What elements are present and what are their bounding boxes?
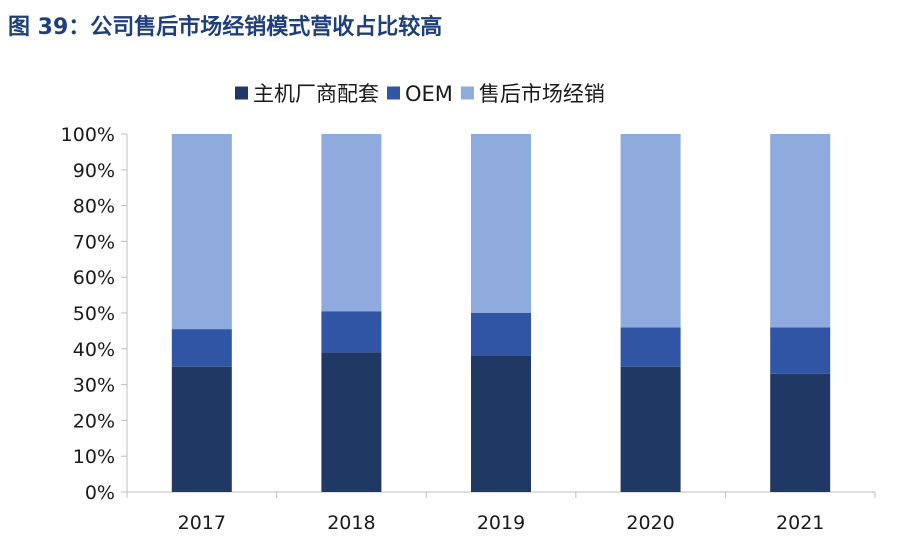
- y-tick-label: 10%: [73, 446, 115, 468]
- bar-segment-2021-1: [770, 327, 831, 374]
- bar-segment-2021-2: [770, 134, 831, 328]
- bar-segment-2018-0: [321, 352, 382, 492]
- chart-legend: 主机厂商配套 OEM 售后市场经销: [235, 82, 605, 106]
- legend-item-2: 售后市场经销: [460, 82, 605, 106]
- bar-segment-2020-1: [620, 327, 681, 367]
- bar-segment-2018-1: [321, 311, 382, 353]
- figure-title: 图 39：公司售后市场经销模式营收占比较高: [8, 15, 443, 40]
- bar-segment-2017-0: [171, 366, 232, 492]
- legend-swatch: [460, 86, 474, 100]
- y-tick-label: 60%: [73, 267, 115, 289]
- legend-swatch: [387, 86, 400, 100]
- bar-segment-2019-0: [471, 355, 531, 492]
- legend-label: 主机厂商配套: [253, 82, 379, 106]
- bar-segment-2020-2: [620, 134, 681, 328]
- bar-segment-2019-1: [471, 313, 531, 356]
- bar-segment-2018-2: [321, 134, 382, 312]
- legend-item-1: OEM: [387, 82, 453, 106]
- y-tick-label: 50%: [73, 303, 115, 325]
- legend-swatch: [235, 86, 248, 100]
- legend-item-0: 主机厂商配套: [235, 82, 379, 106]
- y-tick-label: 70%: [73, 231, 115, 253]
- y-tick-label: 30%: [73, 375, 115, 397]
- bar-segment-2017-1: [171, 329, 232, 367]
- y-tick-label: 100%: [61, 124, 115, 146]
- legend-label: OEM: [405, 82, 453, 106]
- y-tick-label: 0%: [85, 482, 115, 504]
- bar-segment-2019-2: [471, 134, 531, 313]
- x-tick-label: 2017: [178, 512, 226, 534]
- y-tick-label: 20%: [73, 410, 115, 432]
- x-tick-label: 2021: [776, 512, 824, 534]
- plot-area: 0% 10% 20% 30% 40% 50% 60% 70% 80% 90% 100% 2017 201…: [61, 124, 876, 534]
- bar-segment-2017-2: [171, 134, 232, 330]
- x-tick-label: 2018: [327, 512, 375, 534]
- x-tick-label: 2019: [477, 512, 525, 534]
- bar-segment-2021-0: [770, 373, 831, 492]
- y-tick-label: 40%: [73, 339, 115, 361]
- y-tick-label: 80%: [73, 196, 115, 218]
- legend-label: 售后市场经销: [479, 82, 605, 106]
- bar-segment-2020-0: [620, 366, 681, 492]
- y-tick-label: 90%: [73, 160, 115, 182]
- x-tick-label: 2020: [626, 512, 674, 534]
